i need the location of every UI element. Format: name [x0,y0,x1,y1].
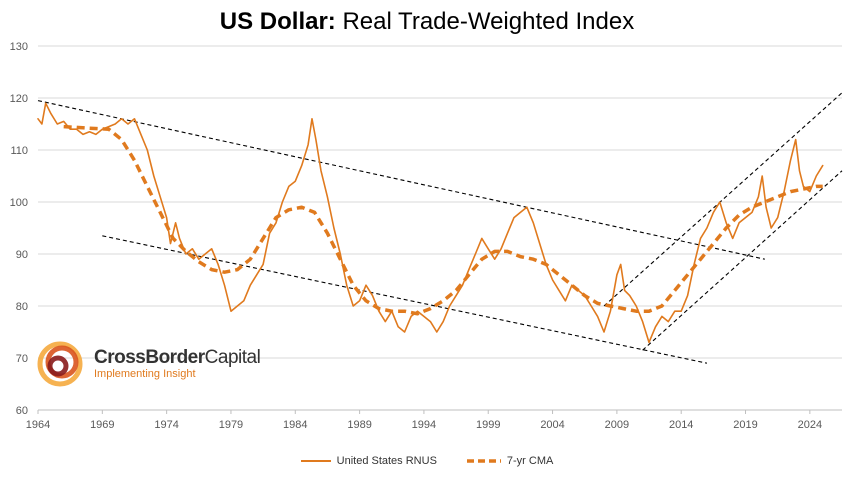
y-axis: 60 70 80 90 100 110 120 130 [10,41,28,417]
trendline [603,92,843,307]
x-tick-label: 1999 [476,419,500,431]
y-tick-label: 120 [10,93,28,105]
trendlines [37,92,843,364]
legend-solid-line-icon [300,460,331,462]
x-tick-label: 1984 [283,419,307,431]
y-tick-label: 60 [16,405,28,417]
x-tick-label: 2024 [798,419,822,431]
x-tick-label: 1979 [219,419,243,431]
legend-item-rnus: United States RNUS [300,455,437,467]
legend: United States RNUS 7-yr CMA [0,455,854,467]
trendline [642,170,843,351]
x-tick-label: 1989 [347,419,371,431]
x-tick-label: 2014 [669,419,693,431]
title-bold: US Dollar: [219,8,336,35]
x-axis: 1964 1969 1974 1979 1984 1989 1994 1999 2004 2009… [26,409,842,431]
logo-tagline: Implementing Insight [94,367,196,380]
x-tick-label: 1969 [90,419,114,431]
logo-brand-part2: Capital [204,346,261,368]
x-tick-label: 2009 [605,419,629,431]
x-tick-label: 1964 [26,419,50,431]
x-tick-label: 2019 [733,419,757,431]
series-line-rnus [37,102,824,344]
logo-brand-part1: CrossBorder [94,346,205,368]
legend-label-cma: 7-yr CMA [506,455,554,467]
y-tick-label: 100 [10,197,28,209]
legend-dashed-line-icon [466,459,501,463]
y-tick-label: 70 [16,353,28,365]
logo-brand: CrossBorderCapital [94,346,261,369]
logo-rings-icon [37,341,83,387]
legend-item-cma: 7-yr CMA [466,455,554,467]
y-tick-label: 80 [16,301,28,313]
x-tick-label: 1974 [154,419,178,431]
y-tick-label: 130 [10,41,28,53]
x-tick-label: 1994 [412,419,436,431]
chart-title: US Dollar: Real Trade-Weighted Index [0,8,854,36]
y-tick-label: 90 [16,249,28,261]
series-line-7yr-cma [63,124,823,316]
legend-label-rnus: United States RNUS [336,455,437,467]
series-group [37,102,824,344]
x-tick-label: 2004 [540,419,564,431]
y-tick-label: 110 [10,145,28,157]
trendline [102,235,708,364]
gridlines [38,45,842,411]
trendline [37,100,765,260]
crossborder-logo: CrossBorderCapital Implementing Insight [36,336,261,390]
title-rest: Real Trade-Weighted Index [335,8,635,35]
